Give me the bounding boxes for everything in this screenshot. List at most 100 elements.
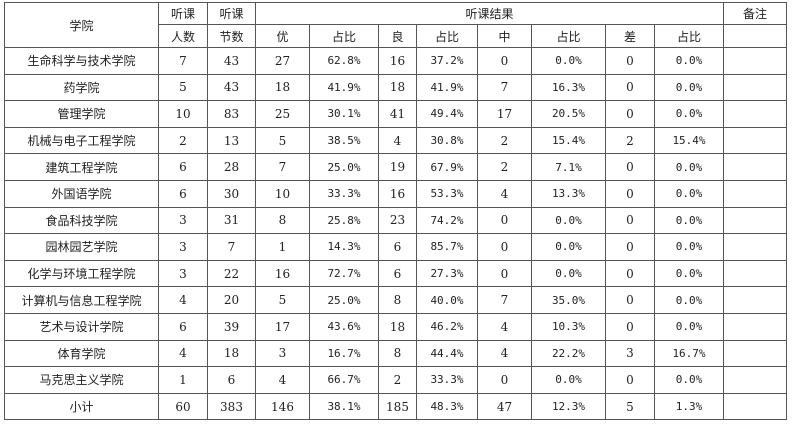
table-cell: 13.3% [531,179,606,208]
table-cell: 43 [207,73,256,102]
table-cell: 8 [378,286,417,314]
table-cell: 22.2% [531,339,606,368]
table-row: 马克思主义学院 1 6 4 66.7% 2 33.3% 0 0.0% 0 0.0% [4,366,787,394]
table-cell: 22 [207,259,256,288]
table-cell: 18 [207,339,256,368]
college-name: 食品科技学院 [4,206,159,235]
table-row: 化学与环境工程学院 3 22 16 72.7% 6 27.3% 0 0.0% 0 0.0% [4,259,787,288]
college-name: 马克思主义学院 [4,366,159,394]
table-cell: 1.3% [654,392,724,421]
remarks-cell [723,392,787,421]
table-cell: 146 [255,392,310,421]
remarks-cell [723,47,787,75]
table-cell: 40.0% [416,286,478,314]
college-name: 外国语学院 [4,179,159,208]
table-cell: 0 [477,259,532,288]
table-cell: 30.8% [416,126,478,155]
table-cell: 0 [605,259,655,288]
table-cell: 7 [255,153,310,181]
table-cell: 2 [605,126,655,155]
table-cell: 16.3% [531,73,606,102]
table-cell: 46.2% [416,312,478,341]
table-cell: 35.0% [531,286,606,314]
table-cell: 43 [207,47,256,75]
table-cell: 6 [158,312,208,341]
table-cell: 3 [158,233,208,261]
header-ratio: 占比 [654,24,724,48]
table-cell: 66.7% [309,366,379,394]
table-cell: 41 [378,100,417,128]
table-cell: 62.8% [309,47,379,75]
table-cell: 4 [158,339,208,368]
table-cell: 12.3% [531,392,606,421]
table-cell: 38.1% [309,392,379,421]
remarks-cell [723,100,787,128]
table-cell: 27 [255,47,310,75]
table-cell: 6 [378,233,417,261]
table-cell: 37.2% [416,47,478,75]
table-cell: 0.0% [654,47,724,75]
table-cell: 3 [158,259,208,288]
table-cell: 28 [207,153,256,181]
table-cell: 0 [605,233,655,261]
table-cell: 3 [605,339,655,368]
table-cell: 72.7% [309,259,379,288]
remarks-cell [723,179,787,208]
table-cell: 83 [207,100,256,128]
remarks-cell [723,339,787,368]
table-cell: 0.0% [654,259,724,288]
college-name: 小计 [4,392,159,421]
table-cell: 17 [477,100,532,128]
remarks-cell [723,153,787,181]
table-cell: 31 [207,206,256,235]
table-cell: 6 [158,153,208,181]
header-results: 听课结果 [255,2,724,25]
table-cell: 5 [255,126,310,155]
table-cell: 14.3% [309,233,379,261]
table-cell: 4 [477,339,532,368]
table-cell: 0.0% [654,233,724,261]
table-cell: 5 [255,286,310,314]
table-cell: 25 [255,100,310,128]
table-cell: 0 [477,233,532,261]
table-cell: 10 [255,179,310,208]
table-cell: 7 [477,286,532,314]
table-cell: 3 [158,206,208,235]
table-cell: 10.3% [531,312,606,341]
table-cell: 41.9% [416,73,478,102]
table-cell: 19 [378,153,417,181]
table-cell: 20 [207,286,256,314]
table-cell: 60 [158,392,208,421]
table-cell: 185 [378,392,417,421]
header-sessions-2: 节数 [207,24,256,48]
remarks-cell [723,312,787,341]
college-name: 建筑工程学院 [4,153,159,181]
header-ratio: 占比 [531,24,606,48]
table-cell: 0.0% [531,47,606,75]
table-cell: 0 [605,100,655,128]
header-ratio: 占比 [309,24,379,48]
remarks-cell [723,126,787,155]
table-cell: 25.0% [309,286,379,314]
table-row: 食品科技学院 3 31 8 25.8% 23 74.2% 0 0.0% 0 0.0% [4,206,787,235]
table-cell: 0.0% [531,233,606,261]
table-cell: 0 [477,206,532,235]
header-good: 良 [378,24,417,48]
remarks-cell [723,259,787,288]
table-cell: 0 [605,366,655,394]
table-cell: 47 [477,392,532,421]
remarks-cell [723,233,787,261]
table-cell: 1 [158,366,208,394]
table-cell: 383 [207,392,256,421]
remarks-cell [723,286,787,314]
table-cell: 49.4% [416,100,478,128]
table-cell: 0.0% [531,366,606,394]
table-cell: 2 [378,366,417,394]
table-cell: 0 [605,286,655,314]
table-cell: 7 [207,233,256,261]
table-cell: 16 [378,47,417,75]
table-cell: 7.1% [531,153,606,181]
table-cell: 15.4% [531,126,606,155]
table-row: 药学院 5 43 18 41.9% 18 41.9% 7 16.3% 0 0.0% [4,73,787,102]
header-teachers-1: 听课 [158,2,208,25]
